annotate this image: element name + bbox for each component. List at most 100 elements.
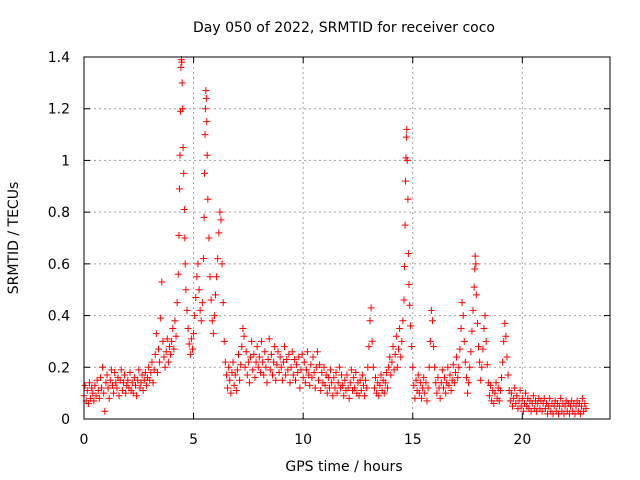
data-point	[165, 343, 173, 351]
data-point	[420, 374, 428, 382]
data-point	[275, 368, 283, 376]
data-point	[85, 379, 93, 387]
data-point	[396, 325, 404, 332]
data-point	[98, 384, 106, 392]
data-point	[106, 376, 114, 384]
data-point	[311, 384, 319, 392]
data-point	[90, 397, 98, 405]
data-point	[426, 337, 434, 345]
data-point	[302, 366, 310, 374]
y-tick-label: 0.2	[48, 360, 70, 376]
data-point	[252, 358, 260, 366]
data-point	[334, 379, 342, 387]
y-tick-label: 0.8	[48, 205, 70, 221]
data-point	[582, 405, 590, 413]
data-point	[332, 368, 340, 376]
data-point	[477, 376, 485, 384]
data-point	[278, 376, 286, 384]
data-point	[188, 345, 196, 353]
data-point	[100, 389, 108, 397]
data-point	[471, 252, 479, 260]
data-point	[250, 350, 258, 358]
data-point	[260, 371, 268, 379]
data-point	[202, 94, 210, 102]
data-point	[405, 281, 413, 289]
data-point	[191, 312, 199, 320]
data-point	[470, 283, 478, 291]
data-point	[367, 304, 375, 312]
y-axis-label: SRMTID / TECUs	[6, 182, 22, 295]
data-point	[142, 381, 150, 389]
data-point	[363, 384, 371, 392]
y-tick-label: 0	[61, 412, 70, 428]
data-point	[430, 343, 438, 351]
data-point	[350, 374, 358, 382]
data-point	[218, 260, 226, 268]
data-point	[479, 345, 487, 353]
data-point	[522, 389, 530, 397]
data-point	[400, 262, 408, 270]
data-point	[495, 397, 503, 405]
data-point	[392, 332, 400, 340]
data-point	[253, 343, 261, 351]
data-point	[492, 379, 500, 387]
data-point	[395, 345, 403, 353]
x-tick-label: 10	[294, 432, 312, 448]
data-point	[380, 389, 388, 397]
data-point	[101, 407, 109, 415]
data-point	[301, 379, 309, 387]
data-point	[300, 358, 308, 366]
data-point	[340, 392, 348, 400]
data-point	[176, 185, 184, 193]
data-point	[464, 389, 472, 397]
data-point	[248, 337, 256, 345]
data-point	[446, 371, 454, 379]
data-point	[406, 301, 414, 309]
data-point	[286, 379, 294, 387]
data-point	[453, 353, 461, 361]
data-point	[389, 343, 397, 351]
data-point	[233, 366, 241, 374]
data-point	[291, 376, 299, 384]
data-point	[402, 133, 410, 141]
data-point	[201, 169, 209, 177]
data-point	[272, 376, 280, 384]
data-point	[198, 299, 206, 307]
data-point	[251, 374, 259, 382]
data-point	[258, 337, 266, 345]
data-point	[170, 345, 178, 353]
data-point	[115, 392, 123, 400]
data-point	[149, 379, 157, 387]
data-point	[276, 353, 284, 361]
data-point	[84, 399, 92, 407]
data-point	[135, 366, 143, 374]
data-point	[113, 384, 121, 392]
y-tick-label: 1.4	[48, 50, 70, 66]
data-point	[273, 361, 281, 369]
data-point	[173, 299, 181, 307]
data-point	[281, 343, 289, 351]
data-point	[414, 371, 422, 379]
data-point	[202, 87, 210, 95]
data-point	[376, 381, 384, 389]
data-point	[122, 389, 130, 397]
data-point	[511, 384, 519, 392]
data-point	[124, 376, 132, 384]
chart-title: Day 050 of 2022, SRMTID for receiver coc…	[193, 20, 495, 36]
data-point	[237, 361, 245, 369]
data-point	[471, 265, 479, 273]
data-point	[409, 363, 417, 371]
data-point	[159, 337, 167, 345]
data-point	[183, 306, 191, 314]
data-point	[318, 368, 326, 376]
data-point	[254, 363, 262, 371]
data-point	[306, 381, 314, 389]
data-point	[501, 319, 509, 327]
data-point	[519, 407, 527, 415]
data-point	[232, 387, 240, 395]
data-point	[357, 387, 365, 395]
data-point	[153, 368, 161, 376]
data-point	[288, 348, 296, 356]
data-point	[346, 379, 354, 387]
data-point	[387, 371, 395, 379]
